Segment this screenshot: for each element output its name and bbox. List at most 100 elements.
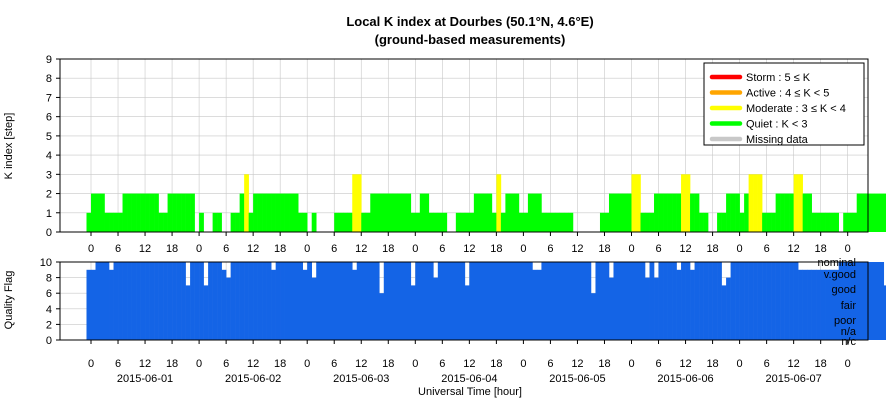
q-bar bbox=[446, 262, 452, 340]
chart-title: Local K index at Dourbes (50.1°N, 4.6°E) bbox=[346, 14, 593, 29]
q-xtick-label: 12 bbox=[247, 358, 259, 370]
k-bar bbox=[825, 212, 830, 232]
q-ytick-label: 8 bbox=[46, 273, 52, 285]
k-bar bbox=[735, 193, 740, 232]
q-xtick-label: 12 bbox=[571, 358, 583, 370]
k-bar bbox=[604, 212, 610, 232]
q-bar bbox=[744, 262, 749, 340]
k-bar bbox=[676, 193, 682, 232]
q-bar bbox=[631, 262, 637, 340]
k-bar bbox=[820, 212, 826, 232]
k-bar bbox=[640, 212, 646, 232]
q-bar bbox=[577, 262, 583, 340]
q-bar bbox=[753, 262, 758, 340]
q-bar bbox=[374, 262, 380, 340]
k-ytick-label: 3 bbox=[46, 169, 52, 181]
q-bar bbox=[595, 262, 601, 340]
q-bar bbox=[622, 262, 628, 340]
q-bar bbox=[424, 262, 430, 340]
q-xtick-label: 18 bbox=[274, 358, 286, 370]
k-bar bbox=[293, 193, 299, 232]
q-bar bbox=[415, 262, 421, 340]
q-bar bbox=[676, 269, 682, 340]
k-bar bbox=[789, 193, 794, 232]
q-bar bbox=[302, 269, 308, 340]
k-bar bbox=[91, 193, 96, 232]
k-bar bbox=[744, 193, 749, 232]
q-bar bbox=[221, 269, 227, 340]
q-bar bbox=[572, 262, 578, 340]
k-bar bbox=[852, 212, 858, 232]
q-xtick-label: 12 bbox=[355, 358, 367, 370]
q-ytick-label: 2 bbox=[46, 319, 52, 331]
q-bar bbox=[343, 262, 349, 340]
k-xtick-label: 6 bbox=[115, 243, 121, 255]
k-bar bbox=[338, 212, 344, 232]
q-bar bbox=[667, 262, 673, 340]
q-bar bbox=[500, 262, 506, 340]
q-bar bbox=[599, 262, 605, 340]
q-bar bbox=[829, 269, 835, 340]
k-xtick-label: 12 bbox=[571, 243, 583, 255]
k-bar bbox=[383, 193, 389, 232]
q-bar bbox=[721, 285, 727, 340]
k-bar bbox=[266, 193, 272, 232]
k-ytick-label: 4 bbox=[46, 150, 52, 162]
q-bar bbox=[861, 262, 867, 340]
legend-label: Missing data bbox=[746, 134, 809, 146]
x-axis-label: Universal Time [hour] bbox=[418, 386, 522, 398]
q-bar bbox=[460, 262, 466, 340]
k-bar bbox=[275, 193, 281, 232]
k-bar bbox=[464, 212, 470, 232]
k-bar bbox=[289, 193, 294, 232]
k-bar bbox=[726, 193, 731, 232]
k-bar bbox=[167, 193, 173, 232]
q-bar bbox=[95, 262, 101, 340]
q-bar bbox=[127, 262, 132, 340]
k-xtick-label: 18 bbox=[382, 243, 394, 255]
k-xtick-label: 12 bbox=[247, 243, 259, 255]
quality-y-label: Quality Flag bbox=[3, 271, 15, 330]
k-bar bbox=[699, 212, 704, 232]
k-bar bbox=[685, 174, 691, 232]
q-bar bbox=[541, 262, 547, 340]
k-xtick-label: 12 bbox=[788, 243, 800, 255]
k-bar bbox=[690, 193, 695, 232]
q-bar bbox=[158, 262, 164, 340]
q-bar bbox=[176, 262, 182, 340]
q-ytick-label: 0 bbox=[46, 335, 52, 347]
k-ytick-label: 1 bbox=[46, 208, 52, 220]
k-bar bbox=[847, 212, 853, 232]
k-xtick-label: 12 bbox=[679, 243, 691, 255]
q-bar bbox=[708, 262, 713, 340]
k-bar bbox=[361, 212, 367, 232]
q-bar bbox=[172, 262, 177, 340]
q-bar bbox=[536, 269, 542, 340]
k-bar bbox=[856, 193, 862, 232]
k-bar bbox=[235, 212, 240, 232]
k-xtick-label: 0 bbox=[412, 243, 418, 255]
q-bar bbox=[478, 262, 484, 340]
q-plot-frame bbox=[59, 261, 869, 341]
q-bar bbox=[280, 262, 285, 340]
k-bar bbox=[681, 174, 686, 232]
q-bar bbox=[883, 285, 886, 340]
q-bar bbox=[428, 262, 434, 340]
q-bar bbox=[244, 262, 249, 340]
k-bar bbox=[649, 212, 655, 232]
q-bar bbox=[86, 269, 92, 340]
q-xtick-label: 6 bbox=[655, 358, 661, 370]
chart-subtitle: (ground-based measurements) bbox=[375, 32, 566, 47]
q-bar bbox=[109, 269, 114, 340]
k-xtick-label: 0 bbox=[88, 243, 94, 255]
k-bar bbox=[95, 193, 101, 232]
k-bar bbox=[127, 193, 132, 232]
q-bar bbox=[469, 262, 475, 340]
q-bar bbox=[239, 262, 245, 340]
q-bar bbox=[311, 277, 317, 340]
q-bar bbox=[640, 262, 646, 340]
k-bar bbox=[730, 193, 736, 232]
q-bar bbox=[442, 262, 448, 340]
k-ytick-label: 6 bbox=[46, 112, 52, 124]
k-bar bbox=[527, 193, 533, 232]
